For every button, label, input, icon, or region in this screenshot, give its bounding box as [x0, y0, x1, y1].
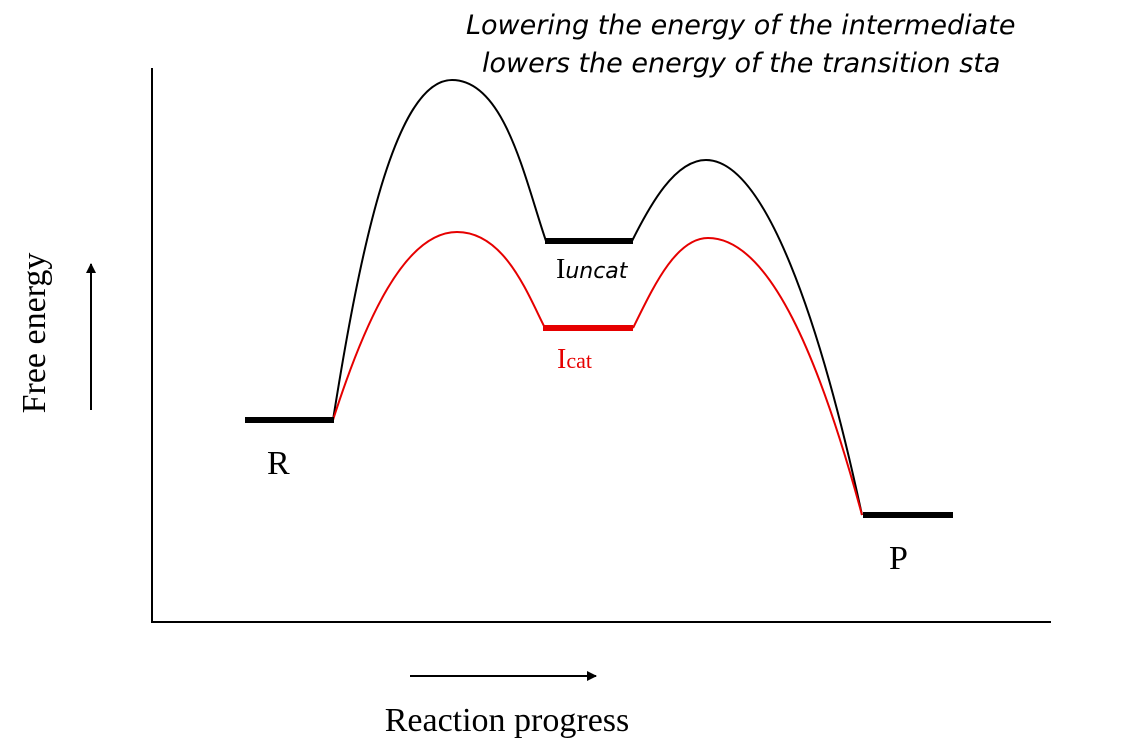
caption-line-2: lowers the energy of the transition sta: [482, 48, 1000, 79]
cat-intermediate-label-main: I: [557, 344, 566, 375]
cat-intermediate-label-sub: cat: [566, 348, 592, 373]
reactant-label: R: [267, 445, 290, 482]
uncatalyzed-curve: [332, 78, 863, 516]
uncat-intermediate-label-sub: uncat: [565, 259, 628, 284]
y-axis-label: Free energy: [16, 253, 53, 414]
caption-line-1: Lowering the energy of the intermediate: [466, 10, 1015, 41]
x-axis-label: Reaction progress: [385, 702, 630, 739]
catalyzed-curve: [332, 230, 863, 516]
uncat-intermediate-label: Iuncat: [556, 254, 629, 285]
cat-intermediate-label: Icat: [557, 344, 592, 375]
uncat-intermediate-label-main: I: [556, 254, 565, 285]
product-label: P: [889, 540, 908, 577]
